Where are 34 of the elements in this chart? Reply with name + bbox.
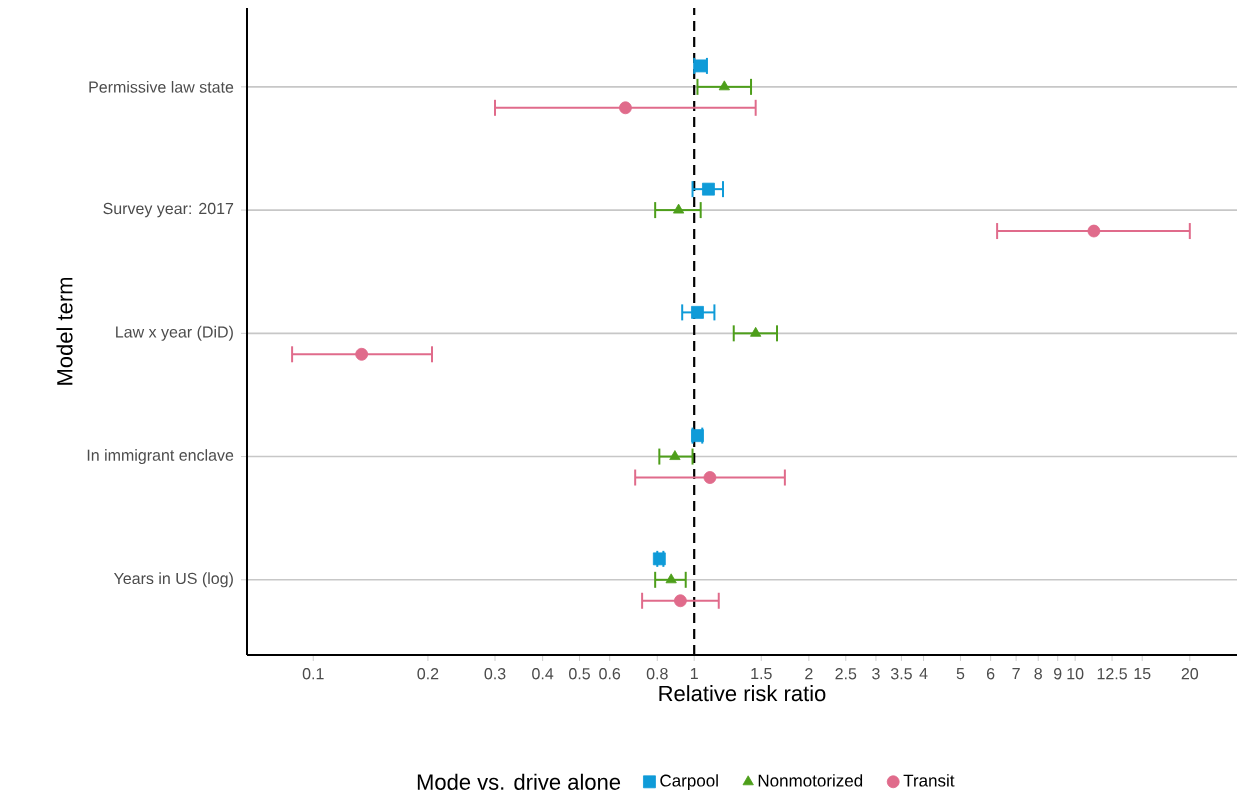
x-tick-label: 0.1: [302, 668, 324, 680]
x-tick-label: 3.5: [890, 668, 912, 680]
legend-title: Mode vs. drive alone: [417, 773, 621, 790]
x-tick-label: 0.8: [646, 668, 668, 680]
x-tick-label: 8: [1034, 668, 1042, 680]
legend-label: Carpool: [660, 774, 718, 790]
x-tick-label: 0.3: [484, 668, 506, 680]
x-tick-label: 6: [986, 668, 995, 680]
y-tick-label: Survey year: 2017: [103, 202, 234, 218]
legend-label: Transit: [903, 774, 955, 787]
x-tick-label: 0.4: [532, 668, 554, 680]
y-tick-label: Years in US (log): [113, 572, 233, 588]
x-tick-label: 1: [690, 668, 698, 680]
x-tick-label: 2: [805, 668, 813, 680]
x-tick-label: 12.5: [1097, 668, 1127, 680]
y-axis-title: Model term: [56, 277, 73, 385]
legend-label: Nonmotorized: [758, 774, 863, 787]
x-tick-label: 9: [1054, 668, 1062, 680]
x-tick-label: 20: [1181, 668, 1199, 680]
x-tick-label: 0.5: [569, 668, 590, 680]
x-axis-title: Relative risk ratio: [659, 685, 826, 702]
x-tick-label: 3: [872, 668, 880, 680]
y-tick-label: Permissive law state: [89, 80, 234, 93]
x-tick-label: 5: [956, 668, 965, 680]
x-tick-label: 0.6: [599, 668, 621, 680]
y-tick-label: In immigrant enclave: [87, 449, 234, 465]
x-tick-label: 15: [1134, 668, 1151, 680]
x-tick-label: 2.5: [835, 668, 857, 680]
x-tick-label: 0.2: [417, 668, 439, 680]
y-tick-label: Law x year (DiD): [116, 325, 233, 341]
x-tick-label: 7: [1012, 668, 1020, 680]
x-tick-label: 1.5: [751, 668, 772, 680]
x-tick-label: 4: [919, 668, 928, 680]
x-tick-label: 10: [1067, 668, 1084, 680]
